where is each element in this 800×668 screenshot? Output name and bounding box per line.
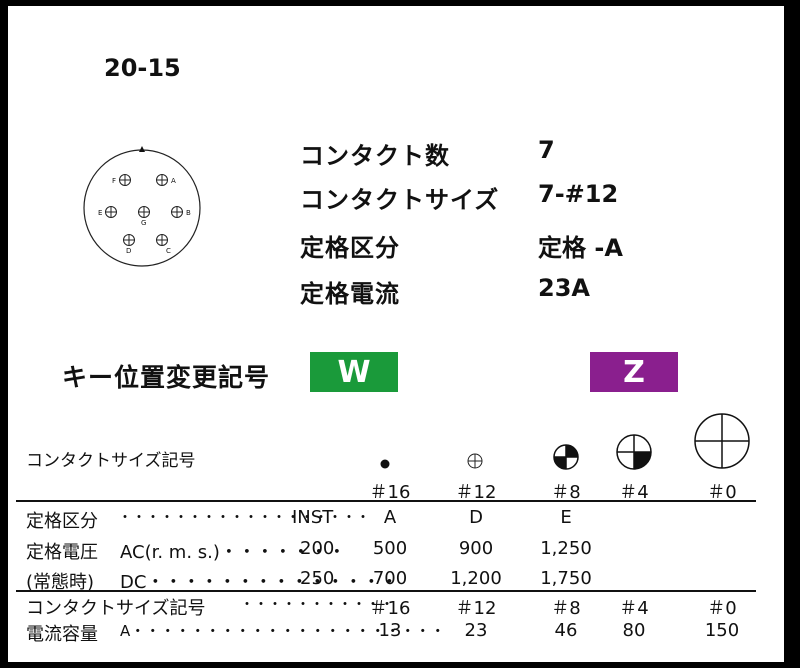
pin-label-e: E xyxy=(98,209,102,217)
rated-voltage-ac-8: 1,250 xyxy=(540,538,592,559)
contact-16-icon xyxy=(380,459,390,469)
rating-class-inst: INST xyxy=(292,507,334,528)
contact-0-icon xyxy=(694,413,750,469)
size-label-12: ＃12 xyxy=(455,482,497,503)
size-row-leader: ・・・・・・・・・・・ xyxy=(240,597,394,613)
size-row-0: ＃0 xyxy=(707,598,737,619)
size-label-4: ＃4 xyxy=(619,482,649,503)
rated-voltage-ac-inst: 200 xyxy=(300,538,335,559)
size-row-4: ＃4 xyxy=(619,598,649,619)
pin-label-c: C xyxy=(166,247,171,255)
rated-voltage-ac-16: 500 xyxy=(372,538,408,559)
rated-voltage-ac-sub: AC(r. m. s.)・・・・・・・ xyxy=(120,542,346,563)
pin-label-b: B xyxy=(186,209,191,217)
normal-state-label: (常態時) xyxy=(26,572,95,593)
contact-size-header: コンタクトサイズ記号 xyxy=(26,451,196,471)
size-row-16: ＃16 xyxy=(369,598,411,619)
key-triangle-icon xyxy=(139,146,145,152)
size-label-8: ＃8 xyxy=(551,482,581,503)
rated-voltage-dc-12: 1,200 xyxy=(450,568,502,589)
size-row-12: ＃12 xyxy=(455,598,497,619)
current-capacity-8: 46 xyxy=(554,620,578,641)
spec-value-contact-size: 7-#12 xyxy=(538,180,619,208)
rating-class-8: E xyxy=(560,507,572,528)
rating-class-12: D xyxy=(469,507,483,528)
pin-label-d: D xyxy=(126,247,131,255)
current-capacity-16: 13 xyxy=(378,620,402,641)
spec-label-contact-size: コンタクトサイズ xyxy=(300,186,500,214)
rated-voltage-dc-inst: 250 xyxy=(300,568,335,589)
size-row-8: ＃8 xyxy=(551,598,581,619)
current-capacity-0: 150 xyxy=(704,620,740,641)
connector-face-diagram: F A E G B D C xyxy=(83,146,201,267)
contact-12-icon xyxy=(467,453,483,469)
table-divider-middle xyxy=(16,590,756,592)
spec-value-contact-count: 7 xyxy=(538,136,555,164)
size-row-label: コンタクトサイズ記号 xyxy=(26,598,206,619)
spec-value-rated-current: 23A xyxy=(538,274,590,302)
current-capacity-4: 80 xyxy=(622,620,646,641)
pin-label-g: G xyxy=(141,219,146,227)
key-w-badge: W xyxy=(310,352,398,392)
rated-voltage-dc-16: 700 xyxy=(372,568,408,589)
contact-4-icon xyxy=(616,434,652,470)
size-label-0: ＃0 xyxy=(707,482,737,503)
rating-class-label: 定格区分 xyxy=(26,511,98,532)
contact-8-icon xyxy=(553,444,579,470)
pin-label-f: F xyxy=(112,177,116,185)
model-title: 20-15 xyxy=(104,54,181,82)
rating-class-leader: ・・・・・・・・・・・・・・・・・・ xyxy=(118,510,370,526)
contact-symbols xyxy=(380,413,750,470)
current-capacity-sub: A・・・・・・・・・・・・・・・・・・・・・ xyxy=(120,622,446,640)
current-capacity-12: 23 xyxy=(464,620,488,641)
current-capacity-label: 電流容量 xyxy=(26,624,98,645)
spec-label-contact-count: コンタクト数 xyxy=(300,142,450,170)
spec-label-rating-class: 定格区分 xyxy=(300,234,400,262)
spec-sheet: 20-15 F A E G B D C コンタクト数 7 コンタクトサイズ 7-… xyxy=(8,6,784,662)
rating-class-16: A xyxy=(383,507,397,528)
spec-value-rating-class: 定格 -A xyxy=(538,234,623,262)
size-label-16: ＃16 xyxy=(369,482,411,503)
key-change-label: キー位置変更記号 xyxy=(62,363,271,392)
spec-label-rated-current: 定格電流 xyxy=(300,280,400,308)
rated-voltage-dc-sub: DC・・・・・・・・・・・・・・ xyxy=(120,572,399,593)
key-z-badge: Z xyxy=(590,352,678,392)
rated-voltage-dc-8: 1,750 xyxy=(540,568,592,589)
rated-voltage-ac-12: 900 xyxy=(458,538,494,559)
table-divider-top xyxy=(16,500,756,502)
pin-label-a: A xyxy=(171,177,176,185)
rated-voltage-label: 定格電圧 xyxy=(26,542,98,563)
